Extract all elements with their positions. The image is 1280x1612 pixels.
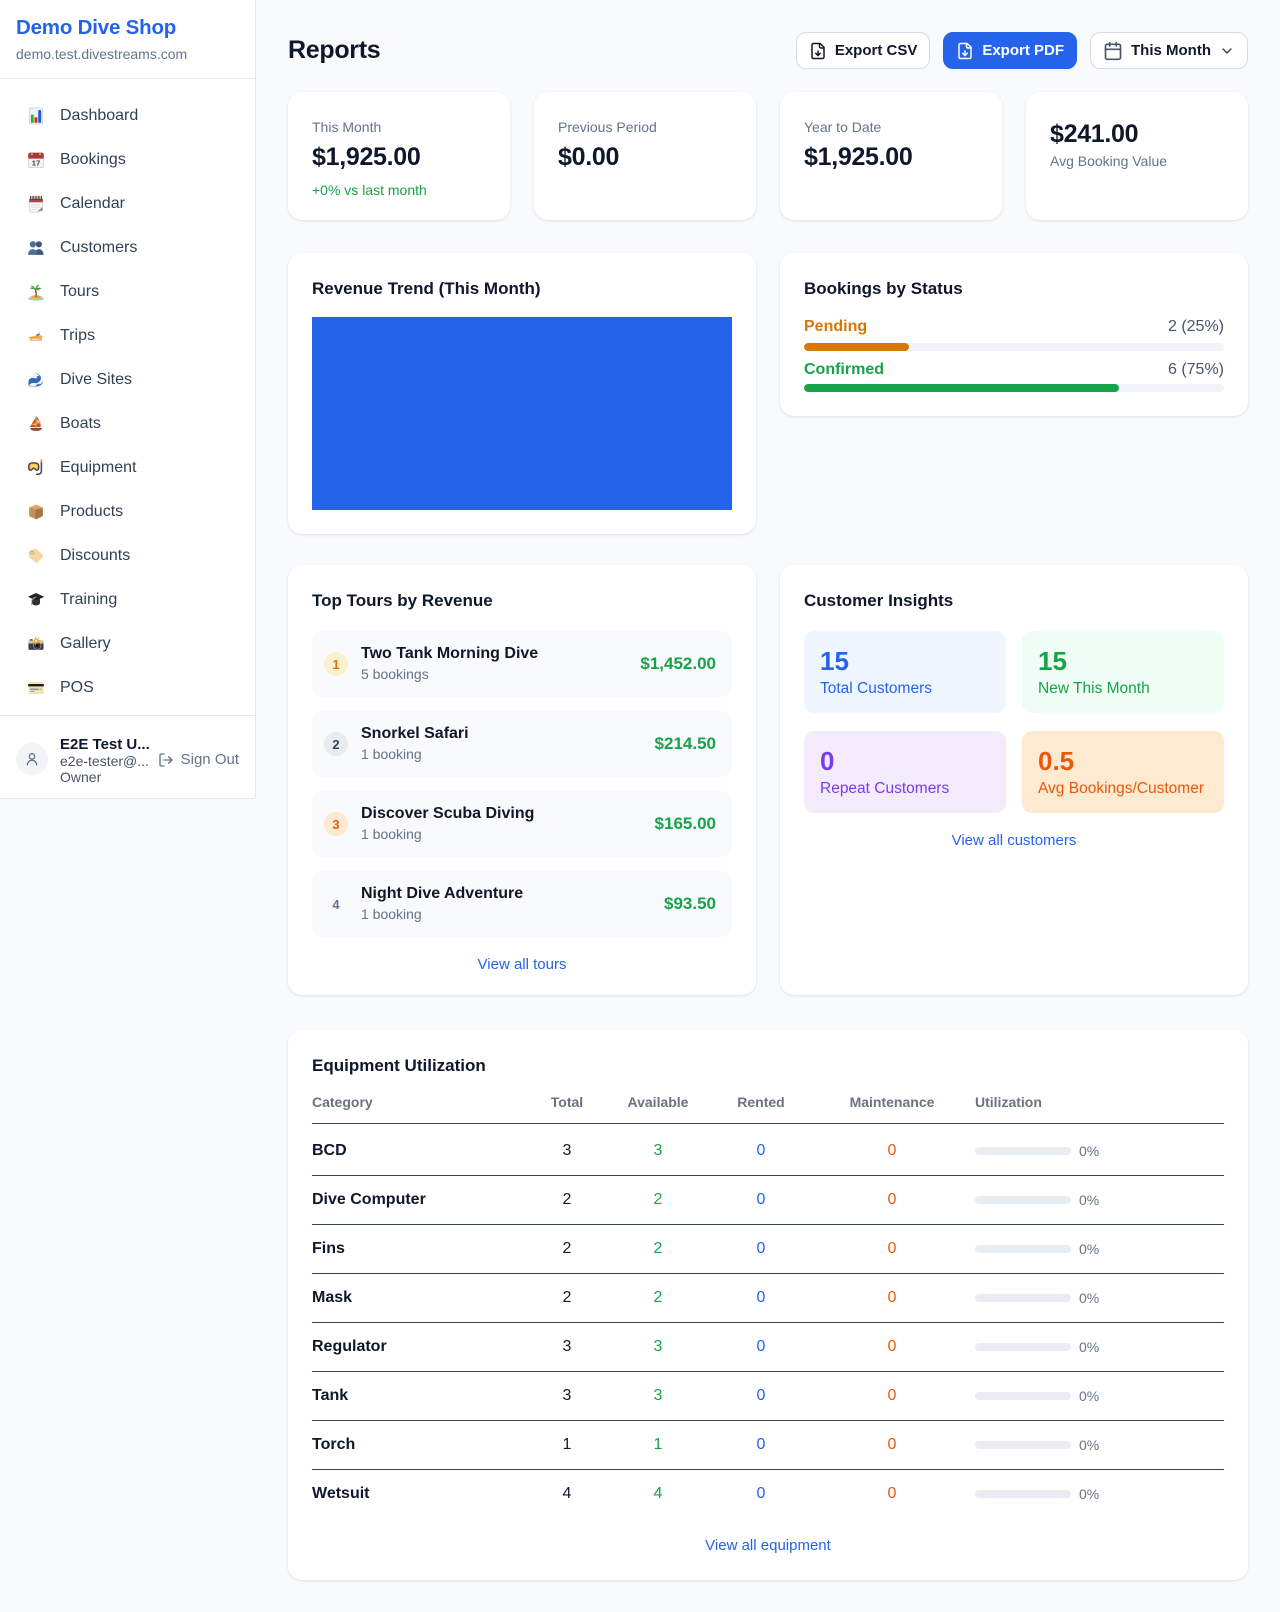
svg-text:17: 17: [32, 159, 40, 168]
